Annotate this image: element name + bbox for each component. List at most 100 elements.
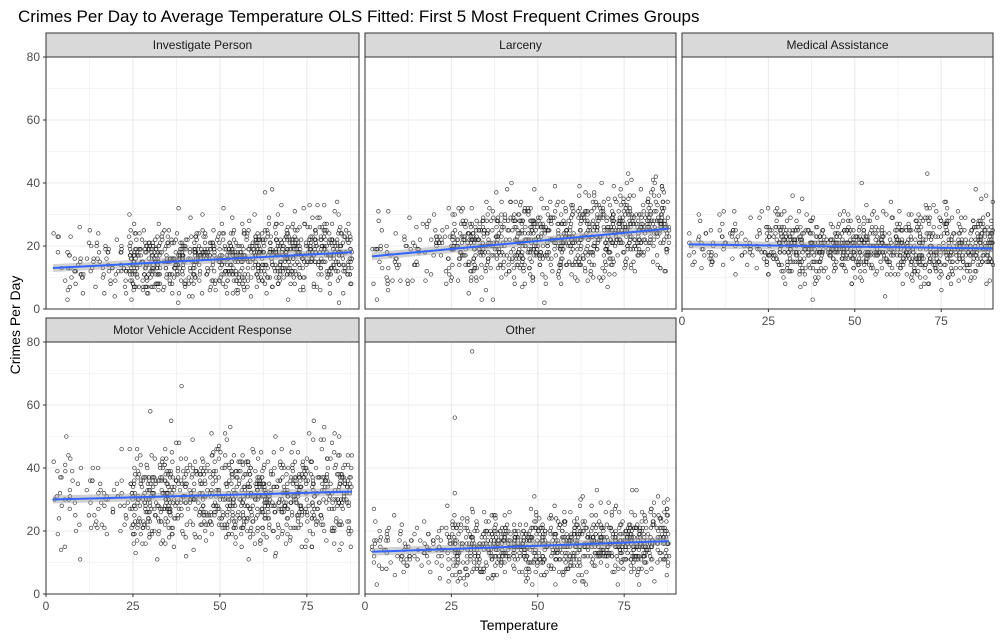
data-point [901,282,905,286]
data-point [477,229,481,233]
data-point [584,583,588,587]
data-point [957,232,961,236]
data-point [186,507,190,511]
data-point [896,263,900,267]
data-point [325,222,329,226]
data-point [641,203,645,207]
data-point [559,523,563,527]
data-point [136,276,140,280]
data-point [293,460,297,464]
data-point [898,210,902,214]
data-point [180,507,184,511]
data-point [500,536,504,540]
data-point [138,232,142,236]
data-point [979,263,983,267]
data-point [266,276,270,280]
data-point [335,200,339,204]
data-point [299,523,303,527]
data-point [594,514,598,518]
data-point [926,172,930,176]
data-point [648,554,652,558]
data-point [942,263,946,267]
data-point [520,570,524,574]
data-point [976,235,980,239]
data-point [191,523,195,527]
data-point [844,269,848,273]
data-point [226,279,230,283]
data-point [613,197,617,201]
data-point [578,184,582,188]
data-point [488,206,492,210]
data-point [238,460,242,464]
data-point [772,257,776,261]
data-point [703,254,707,258]
data-point [400,523,404,527]
data-point [511,229,515,233]
data-point [665,520,669,524]
data-point [153,507,157,511]
data-point [255,285,259,289]
data-point [447,580,451,584]
data-point [980,197,984,201]
data-point [637,583,641,587]
data-point [919,216,923,220]
data-point [707,251,711,255]
data-point [646,247,650,251]
data-point [212,269,216,273]
data-point [148,536,152,540]
data-point [531,276,535,280]
data-point [755,266,759,270]
data-point [465,573,469,577]
data-point [751,254,755,258]
data-point [665,514,669,518]
data-point [581,213,585,217]
y-tick-label: 20 [27,524,41,538]
data-point [282,276,286,280]
data-point [210,432,214,436]
data-point [276,282,280,286]
data-point [130,298,134,302]
data-point [918,276,922,280]
data-point [114,273,118,277]
data-point [939,269,943,273]
data-point [577,194,581,198]
data-point [228,466,232,470]
data-point [298,510,302,514]
data-point [334,260,338,264]
data-point [256,457,260,461]
data-point [78,225,82,229]
data-point [160,476,164,480]
data-point [170,451,174,455]
data-point [398,539,402,543]
data-point [97,232,101,236]
data-point [964,238,968,242]
data-point [321,482,325,486]
data-point [144,251,148,255]
data-point [343,482,347,486]
data-point [194,507,198,511]
data-point [988,257,992,261]
data-point [652,244,656,248]
data-point [161,238,165,242]
data-point [188,463,192,467]
data-point [946,257,950,261]
data-point [162,285,166,289]
data-point [577,573,581,577]
data-point [275,276,279,280]
data-point [633,269,637,273]
data-point [159,466,163,470]
data-point [632,567,636,571]
data-point [241,454,245,458]
data-point [909,235,913,239]
data-point [298,276,302,280]
data-point [551,216,555,220]
data-point [758,216,762,220]
data-point [870,263,874,267]
data-point [473,263,477,267]
data-point [862,216,866,220]
data-point [203,232,207,236]
data-point [204,539,208,543]
data-point [65,435,69,439]
data-point [447,536,451,540]
data-point [281,247,285,251]
